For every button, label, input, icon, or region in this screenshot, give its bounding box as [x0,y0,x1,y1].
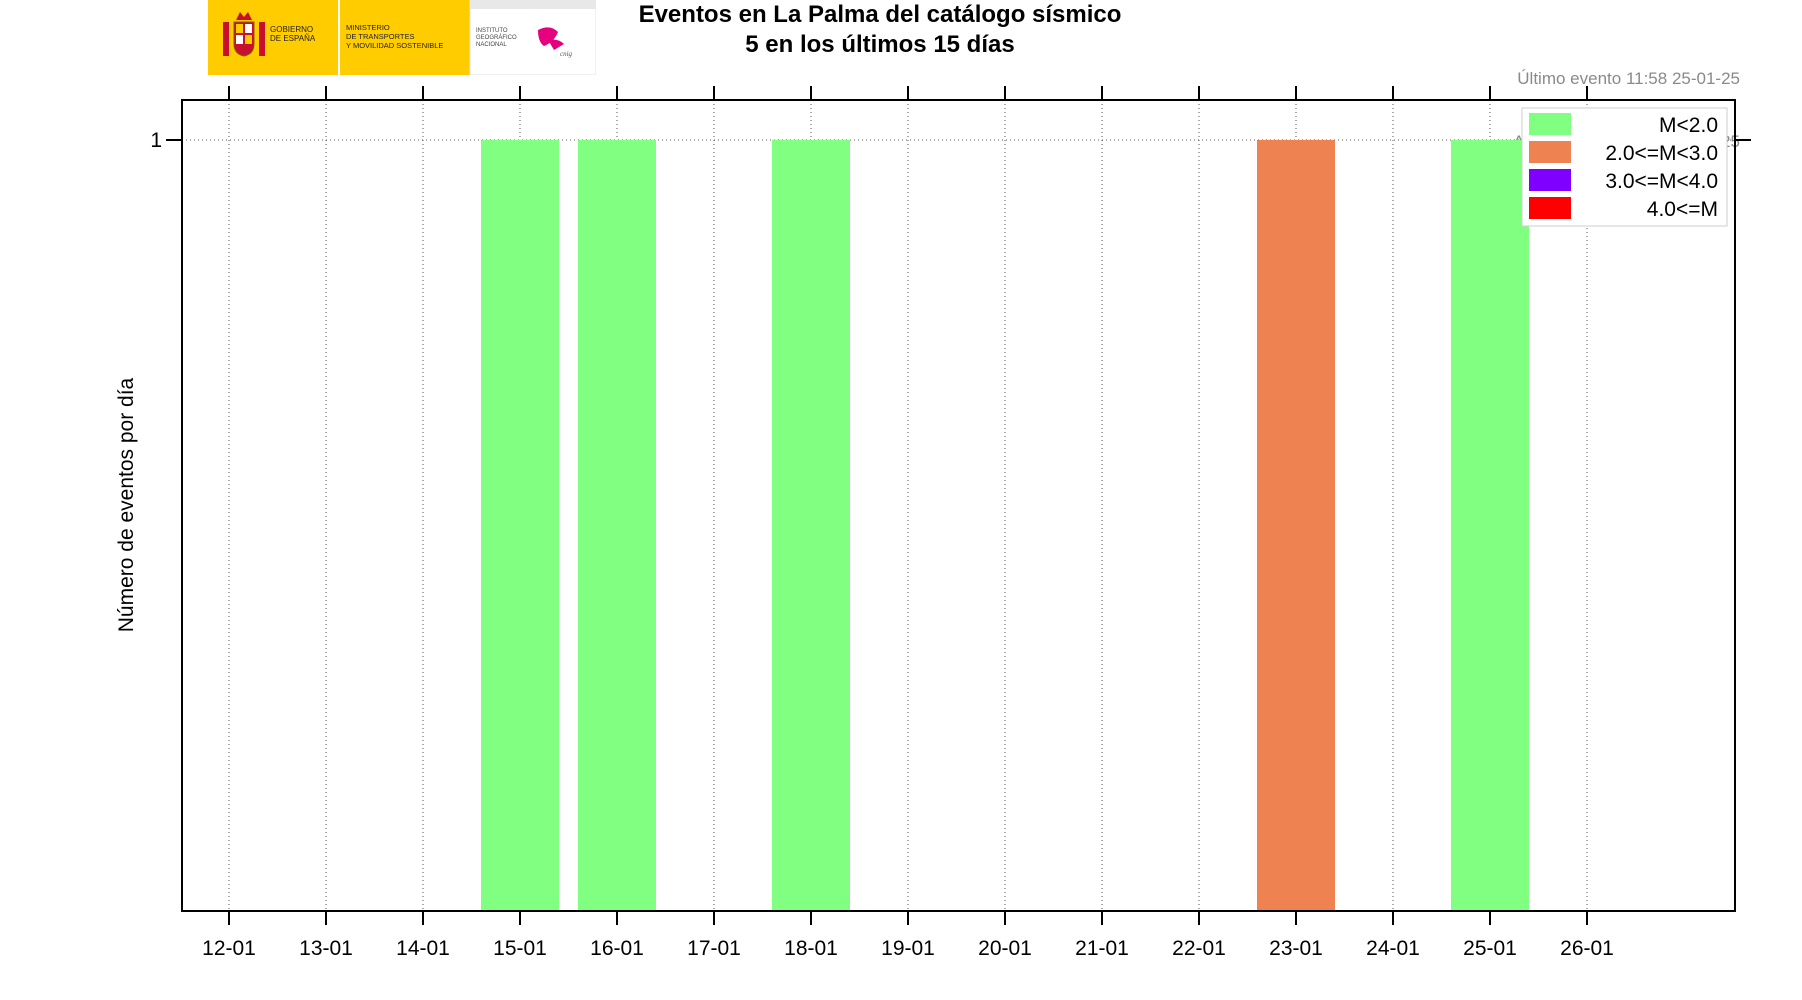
logo-text-ministerio: MINISTERIO DE TRANSPORTES Y MOVILIDAD SOST… [346,23,443,50]
x-tick-label: 13-01 [299,937,353,960]
ign-emblem-icon: cnig [538,27,573,58]
bar [772,140,850,911]
chart-title: Eventos en La Palma del catálogo sísmico… [560,0,1200,60]
legend-label: 3.0<=M<4.0 [1605,170,1718,193]
legend-label: M<2.0 [1659,114,1718,137]
last-event-text: Último evento 11:58 25-01-25 [1517,69,1740,88]
y-axis-title: Número de eventos por día [115,377,138,632]
coat-of-arms-icon [223,12,265,57]
x-tick-label: 17-01 [687,937,741,960]
x-tick-label: 26-01 [1560,937,1614,960]
x-tick-label: 23-01 [1269,937,1323,960]
x-tick-label: 16-01 [590,937,644,960]
bars [481,140,1529,911]
x-tick-label: 15-01 [493,937,547,960]
legend-label: 2.0<=M<3.0 [1605,142,1718,165]
logo-text-gobierno: GOBIERNO DE ESPAÑA [270,25,316,43]
plot-frame [181,99,1736,912]
logo-ign-topbar [470,0,596,9]
bar [481,140,559,911]
legend-swatch [1529,113,1571,135]
legend: M<2.0 2.0<=M<3.0 3.0<=M<4.0 4.0<=M [1521,107,1728,227]
x-tick-label: 18-01 [784,937,838,960]
legend-label: 4.0<=M [1647,198,1718,221]
x-tick-label: 22-01 [1172,937,1226,960]
legend-swatch [1529,197,1571,219]
chart-title-line1: Eventos en La Palma del catálogo sísmico [638,1,1122,28]
x-tick-label: 19-01 [881,937,935,960]
grid-lines [182,100,1735,911]
y-tick-label: 1 [150,129,162,152]
x-tick-label: 14-01 [396,937,450,960]
bar [578,140,656,911]
bar [1257,140,1335,911]
legend-swatch [1529,141,1571,163]
legend-swatch [1529,169,1571,191]
government-logo: GOBIERNO DE ESPAÑA MINISTERIO DE TRANSPORT… [208,0,596,75]
logo-text-instituto: INSTITUTO GEOGRÁFICO NACIONAL [476,28,517,48]
x-tick-label: 12-01 [202,937,256,960]
bar [1451,140,1529,911]
x-tick-label: 25-01 [1463,937,1517,960]
x-tick-label: 24-01 [1366,937,1420,960]
logo-ign-band [469,0,596,75]
x-tick-label: 21-01 [1075,937,1129,960]
y-axis: 1 [150,129,1751,152]
svg-text:cnig: cnig [560,50,573,58]
x-tick-label: 20-01 [978,937,1032,960]
chart-title-line2: 5 en los últimos 15 días [745,31,1015,58]
x-axis: 12-01 13-01 14-01 15-01 16-01 17-01 18-01 19-01… [202,86,1614,960]
